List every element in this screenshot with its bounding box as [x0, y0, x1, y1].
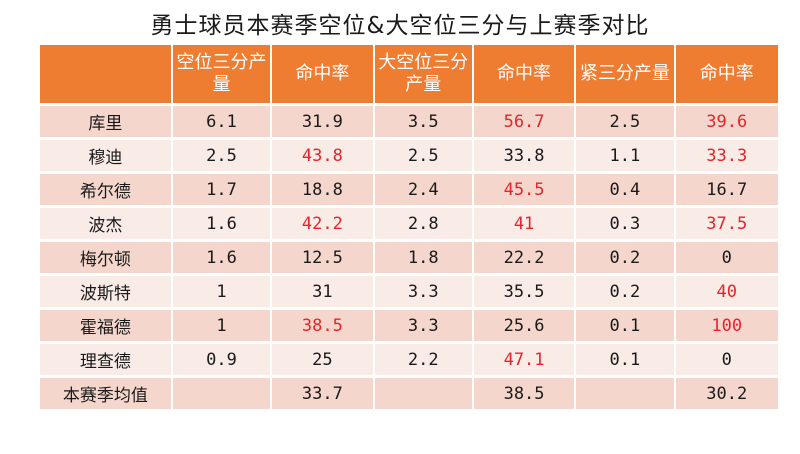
player-name-cell: 理查德 [40, 341, 173, 375]
wide-open-three-volume-cell: 3.3 [374, 307, 474, 341]
open-three-pct-cell: 31 [272, 273, 375, 307]
wide-open-three-volume-cell: 2.8 [374, 205, 474, 239]
open-three-pct-cell: 33.7 [272, 375, 375, 409]
wide-open-three-volume-cell [374, 375, 474, 409]
tight-three-pct-cell: 0 [675, 341, 778, 375]
open-three-pct-cell: 25 [272, 341, 375, 375]
player-name-cell: 波斯特 [40, 273, 173, 307]
header-cell-wide-open-three-volume: 大空位三分产量 [374, 45, 474, 103]
wide-open-three-volume-cell: 2.4 [374, 171, 474, 205]
table-row: 波斯特 1 31 3.3 35.5 0.2 40 [40, 273, 778, 307]
header-cell-open-three-pct: 命中率 [272, 45, 375, 103]
open-three-volume-cell: 0.9 [172, 341, 273, 375]
wide-open-three-pct-cell: 45.5 [473, 171, 577, 205]
tight-three-pct-cell: 39.6 [675, 103, 778, 137]
tight-three-pct-cell: 0 [675, 239, 778, 273]
tight-three-volume-cell: 0.2 [576, 273, 676, 307]
open-three-pct-cell: 12.5 [272, 239, 375, 273]
tight-three-volume-cell: 1.1 [576, 137, 676, 171]
tight-three-pct-cell: 40 [675, 273, 778, 307]
wide-open-three-pct-cell: 22.2 [473, 239, 577, 273]
open-three-pct-cell: 38.5 [272, 307, 375, 341]
tight-three-volume-cell: 2.5 [576, 103, 676, 137]
header-cell-open-three-volume: 空位三分产量 [172, 45, 273, 103]
table-header-row: 空位三分产量 命中率 大空位三分产量 命中率 紧三分产量 命中率 [40, 45, 778, 103]
open-three-volume-cell: 2.5 [172, 137, 273, 171]
tight-three-volume-cell: 0.3 [576, 205, 676, 239]
table-row: 波杰 1.6 42.2 2.8 41 0.3 37.5 [40, 205, 778, 239]
wide-open-three-pct-cell: 56.7 [473, 103, 577, 137]
player-name-cell: 霍福德 [40, 307, 173, 341]
wide-open-three-pct-cell: 41 [473, 205, 577, 239]
player-name-cell: 梅尔顿 [40, 239, 173, 273]
wide-open-three-volume-cell: 2.5 [374, 137, 474, 171]
open-three-volume-cell: 1.7 [172, 171, 273, 205]
header-cell-player [40, 45, 173, 103]
open-three-pct-cell: 43.8 [272, 137, 375, 171]
open-three-volume-cell: 1 [172, 307, 273, 341]
open-three-volume-cell: 1.6 [172, 205, 273, 239]
tight-three-volume-cell: 0.2 [576, 239, 676, 273]
player-name-cell: 希尔德 [40, 171, 173, 205]
tight-three-pct-cell: 16.7 [675, 171, 778, 205]
table-body: 库里 6.1 31.9 3.5 56.7 2.5 39.6 穆迪 2.5 43.8 2.5 33.8 1… [40, 103, 778, 409]
table-row: 梅尔顿 1.6 12.5 1.8 22.2 0.2 0 [40, 239, 778, 273]
header-cell-tight-three-pct: 命中率 [675, 45, 778, 103]
player-name-cell: 库里 [40, 103, 173, 137]
wide-open-three-volume-cell: 3.3 [374, 273, 474, 307]
tight-three-volume-cell [576, 375, 676, 409]
open-three-volume-cell: 1 [172, 273, 273, 307]
tight-three-volume-cell: 0.1 [576, 341, 676, 375]
open-three-pct-cell: 42.2 [272, 205, 375, 239]
player-name-cell: 波杰 [40, 205, 173, 239]
player-name-cell: 本赛季均值 [40, 375, 173, 409]
player-name-cell: 穆迪 [40, 137, 173, 171]
open-three-volume-cell: 6.1 [172, 103, 273, 137]
table-row: 希尔德 1.7 18.8 2.4 45.5 0.4 16.7 [40, 171, 778, 205]
wide-open-three-pct-cell: 38.5 [473, 375, 577, 409]
tight-three-volume-cell: 0.1 [576, 307, 676, 341]
wide-open-three-volume-cell: 2.2 [374, 341, 474, 375]
open-three-volume-cell: 1.6 [172, 239, 273, 273]
tight-three-pct-cell: 33.3 [675, 137, 778, 171]
header-cell-wide-open-three-pct: 命中率 [473, 45, 577, 103]
table-row: 理查德 0.9 25 2.2 47.1 0.1 0 [40, 341, 778, 375]
tight-three-pct-cell: 100 [675, 307, 778, 341]
tight-three-pct-cell: 30.2 [675, 375, 778, 409]
wide-open-three-pct-cell: 25.6 [473, 307, 577, 341]
wide-open-three-volume-cell: 3.5 [374, 103, 474, 137]
open-three-pct-cell: 18.8 [272, 171, 375, 205]
tight-three-pct-cell: 37.5 [675, 205, 778, 239]
table-row: 霍福德 1 38.5 3.3 25.6 0.1 100 [40, 307, 778, 341]
table-row: 穆迪 2.5 43.8 2.5 33.8 1.1 33.3 [40, 137, 778, 171]
wide-open-three-pct-cell: 47.1 [473, 341, 577, 375]
page-title: 勇士球员本赛季空位&大空位三分与上赛季对比 [150, 13, 650, 39]
wide-open-three-pct-cell: 33.8 [473, 137, 577, 171]
wide-open-three-volume-cell: 1.8 [374, 239, 474, 273]
comparison-table: 空位三分产量 命中率 大空位三分产量 命中率 紧三分产量 命中率 库里 6.1 31… [40, 45, 778, 409]
table-row: 本赛季均值 33.7 38.5 30.2 [40, 375, 778, 409]
open-three-pct-cell: 31.9 [272, 103, 375, 137]
table-row: 库里 6.1 31.9 3.5 56.7 2.5 39.6 [40, 103, 778, 137]
wide-open-three-pct-cell: 35.5 [473, 273, 577, 307]
tight-three-volume-cell: 0.4 [576, 171, 676, 205]
open-three-volume-cell [172, 375, 273, 409]
header-cell-tight-three-volume: 紧三分产量 [576, 45, 676, 103]
